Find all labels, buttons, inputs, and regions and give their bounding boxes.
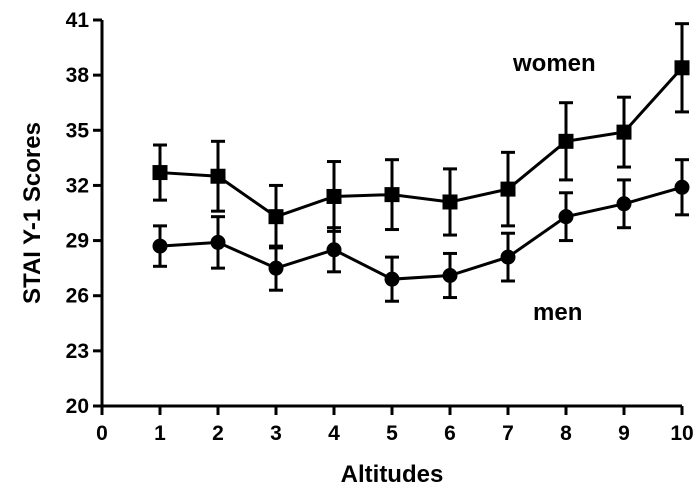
y-tick-label: 41 [66,9,90,32]
data-point-women [210,168,226,184]
data-point-men [384,271,400,287]
data-point-women [326,188,342,204]
y-tick-label: 38 [66,64,90,87]
y-ticks: 20 23 26 29 32 35 38 41 [66,9,102,418]
y-tick-label: 20 [66,395,89,418]
x-tick-label: 4 [328,422,340,445]
data-point-women [558,133,574,149]
x-tick-label: 10 [670,422,693,445]
y-tick-label: 35 [66,119,90,142]
data-point-women [442,194,458,210]
data-point-men [152,238,168,254]
plot-area [152,22,690,303]
series-women [152,22,690,250]
data-point-women [152,165,168,181]
y-tick-label: 23 [66,340,89,363]
x-tick-label: 8 [560,422,572,445]
data-point-women [500,181,516,197]
x-tick-label: 3 [270,422,282,445]
series-men [152,158,690,303]
data-point-men [500,249,516,265]
series-label-men: men [533,299,582,326]
series-line-women [159,66,684,219]
data-point-men [674,179,690,195]
y-tick-label: 26 [66,285,89,308]
data-point-men [442,267,458,283]
data-point-men [558,209,574,225]
x-ticks: 0 1 2 3 4 5 6 7 8 9 10 [96,406,694,445]
x-tick-label: 5 [386,422,398,445]
data-point-women [674,60,690,76]
y-tick-label: 32 [66,174,89,197]
data-point-men [268,260,284,276]
x-tick-label: 2 [212,422,224,445]
y-tick-label: 29 [66,230,89,253]
x-tick-label: 1 [154,422,166,445]
data-point-men [210,234,226,250]
y-axis-title: STAI Y-1 Scores [19,122,46,304]
data-point-women [384,187,400,203]
x-tick-label: 9 [618,422,630,445]
series-label-women: women [512,50,596,77]
data-point-men [326,242,342,258]
data-point-women [616,124,632,140]
x-axis-title: Altitudes [341,461,444,488]
x-tick-label: 6 [444,422,456,445]
x-tick-label: 7 [502,422,514,445]
series-line-men [159,185,683,281]
data-point-women [268,209,284,225]
data-point-men [616,196,632,212]
x-tick-label: 0 [96,422,108,445]
